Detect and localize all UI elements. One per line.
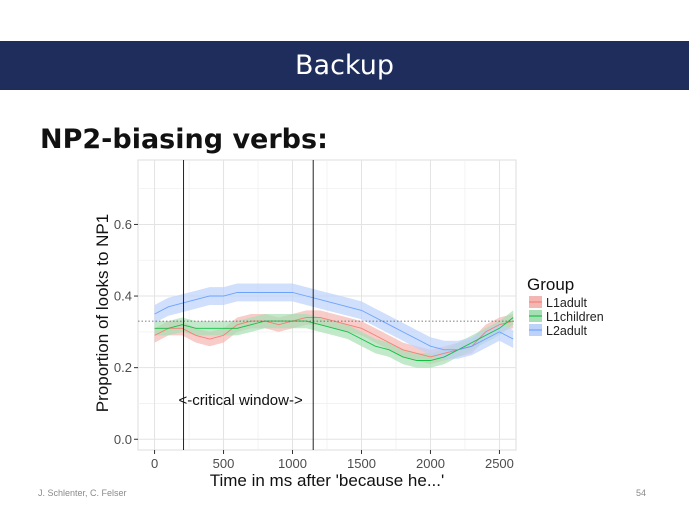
y-tick-label: 0.4 [114, 289, 132, 304]
x-tick-label: 0 [151, 456, 158, 471]
series-line-l2adult [154, 292, 514, 351]
slide-title: Backup [295, 50, 394, 81]
legend-label-l1children: L1children [546, 310, 604, 324]
title-banner: Backup [0, 41, 689, 90]
series-line-l1adult [154, 317, 514, 358]
x-axis-title: Time in ms after 'because he...' [210, 471, 445, 490]
x-tick-label: 2000 [416, 456, 445, 471]
band-l1children [154, 310, 514, 368]
x-tick-label: 2500 [485, 456, 514, 471]
series-line-l1children [154, 317, 514, 361]
critical-window-label: <-critical window-> [179, 392, 303, 409]
y-tick-label: 0.2 [114, 360, 132, 375]
x-tick-label: 1000 [278, 456, 307, 471]
legend-label-l1adult: L1adult [546, 296, 588, 310]
y-axis-title: Proportion of looks to NP1 [93, 214, 112, 412]
footer-authors: J. Schlenter, C. Felser [38, 488, 127, 498]
band-l2adult [154, 283, 514, 359]
legend-label-l2adult: L2adult [546, 324, 588, 338]
x-tick-label: 500 [213, 456, 235, 471]
y-tick-label: 0.0 [114, 432, 132, 447]
y-tick-label: 0.6 [114, 217, 132, 232]
x-tick-label: 1500 [347, 456, 376, 471]
legend-title: Group [527, 275, 574, 294]
slide-heading: NP2-biasing verbs: [40, 124, 328, 155]
footer-page-number: 54 [636, 488, 647, 498]
